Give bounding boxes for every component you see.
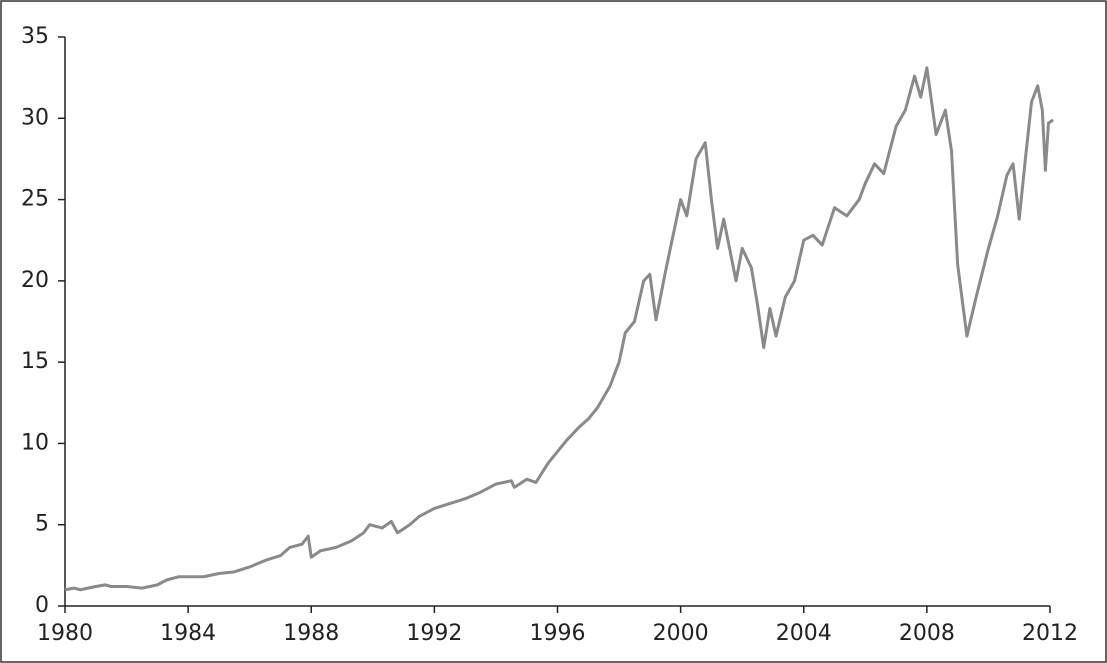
data-line	[64, 66, 1054, 592]
x-tick-label: 2000	[653, 621, 709, 646]
x-tick-label: 2008	[899, 621, 955, 646]
y-tick-label: 25	[21, 187, 49, 212]
y-tick-label: 20	[21, 268, 49, 293]
x-tick-label: 2012	[1022, 621, 1078, 646]
y-tick-label: 0	[35, 593, 49, 618]
x-tick-label: 1980	[37, 621, 93, 646]
x-tick-label: 1992	[406, 621, 462, 646]
x-tick-label: 1996	[530, 621, 586, 646]
y-tick-label: 5	[35, 512, 49, 537]
x-tick-label: 2004	[776, 621, 832, 646]
x-tick-label: 1984	[160, 621, 216, 646]
y-tick-label: 35	[21, 24, 49, 49]
x-tick-label: 1988	[283, 621, 339, 646]
y-tick-label: 10	[21, 430, 49, 455]
y-tick-label: 15	[21, 349, 49, 374]
y-tick-label: 30	[21, 105, 49, 130]
